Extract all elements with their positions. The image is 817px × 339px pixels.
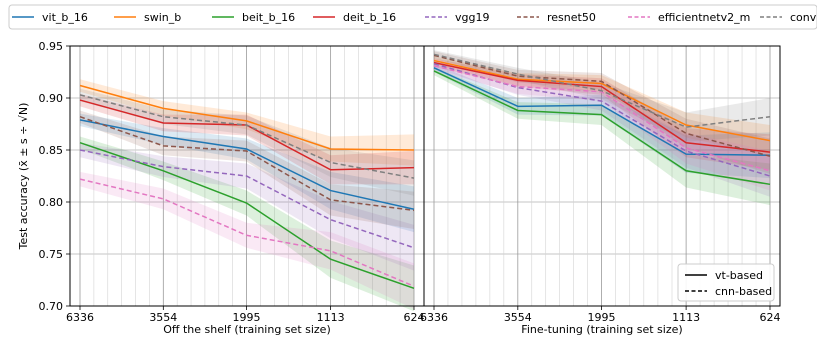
style-legend-label: cnn-based: [715, 285, 772, 298]
series-line-swin-b: [79, 84, 415, 151]
y-tick-label: 0.70: [39, 300, 64, 313]
x-tick-label: 3554: [504, 311, 532, 324]
x-tick-label: 6336: [66, 311, 94, 324]
band-swin-b: [80, 79, 414, 166]
legend-item-vgg19: vgg19: [425, 11, 489, 24]
style-legend-item-cnn-based: cnn-based: [685, 285, 772, 298]
series-line-vit-b-16: [79, 119, 415, 211]
legend-label: vgg19: [455, 11, 489, 24]
style-legend-label: vt-based: [715, 269, 763, 282]
legend-item-efficientnetv2-m: efficientnetv2_m: [628, 11, 750, 24]
series-lines: [433, 53, 771, 186]
x-tick-label: 6336: [420, 311, 448, 324]
series-line-deit-b-16: [433, 61, 771, 153]
legend-item-vit-b-16: vit_b_16: [12, 11, 88, 24]
legend-item-deit-b-16: deit_b_16: [313, 11, 396, 24]
legend-item-swin-b: swin_b: [114, 11, 181, 24]
x-tick-label: 624: [760, 311, 781, 324]
series-line-efficientnetv2-m: [79, 178, 415, 287]
x-tick-label: 1995: [233, 311, 261, 324]
band-swin-b: [434, 56, 770, 157]
x-tick-label: 1113: [317, 311, 345, 324]
band-beit-b-16: [80, 136, 414, 312]
band-efficientnetv2-m: [80, 171, 414, 310]
band-vgg19: [80, 142, 414, 271]
legend-label: deit_b_16: [343, 11, 396, 24]
plot-frame: [423, 45, 781, 307]
y-tick-label: 0.90: [39, 92, 64, 105]
band-vit-b-16: [434, 63, 770, 179]
legend-label: vit_b_16: [42, 11, 88, 24]
x-axis: 6336 3554 1995 1113 624: [420, 306, 781, 324]
series-line-efficientnetv2-m: [433, 65, 771, 172]
series-line-resnet50: [433, 54, 771, 157]
style-legend-item-vt-based: vt-based: [685, 269, 763, 282]
legend-item-beit-b-16: beit_b_16: [212, 11, 295, 24]
series-line-convnext-b: [433, 53, 771, 128]
x-tick-label: 624: [404, 311, 425, 324]
y-tick-label: 0.95: [39, 40, 64, 53]
legend-label: resnet50: [547, 11, 596, 24]
style-legend: vt-based cnn-based: [677, 263, 775, 302]
band-vgg19: [434, 59, 770, 197]
legend-item-convnext-b: convnext_b: [760, 11, 817, 24]
series-line-convnext-b: [79, 94, 415, 179]
x-axis-label: Off the shelf (training set size): [163, 323, 331, 336]
legend-label: efficientnetv2_m: [658, 11, 750, 24]
x-axis-label: Fine-tuning (training set size): [521, 323, 682, 336]
x-tick-label: 1113: [672, 311, 700, 324]
grid: [424, 45, 780, 307]
legend-label: beit_b_16: [242, 11, 295, 24]
panel-fine-tuning: 6336 3554 1995 1113 624 Fine-tuning (training…: [420, 45, 781, 336]
legend-label: convnext_b: [790, 11, 817, 24]
panel-off-the-shelf: 6336 3554 1995 1113 624 Off the shelf (traini…: [66, 45, 425, 336]
band-vit-b-16: [80, 113, 414, 233]
legend-item-resnet50: resnet50: [517, 11, 596, 24]
series-line-vit-b-16: [433, 67, 771, 156]
band-deit-b-16: [80, 93, 414, 185]
band-efficientnetv2-m: [434, 61, 770, 191]
series-line-beit-b-16: [433, 70, 771, 186]
series-lines: [79, 84, 415, 290]
series-line-resnet50: [79, 116, 415, 212]
y-tick-label: 0.75: [39, 248, 64, 261]
series-line-swin-b: [433, 59, 771, 142]
y-tick-label: 0.85: [39, 144, 64, 157]
series-legend-frame: [8, 4, 817, 30]
x-tick-label: 3554: [149, 311, 177, 324]
series-line-vgg19: [79, 149, 415, 249]
x-tick-label: 1995: [588, 311, 616, 324]
y-tick-label: 0.80: [39, 196, 64, 209]
series-legend: vit_b_16 swin_b beit_b_16 deit_b_16 vgg19 res…: [8, 4, 817, 30]
legend-label: swin_b: [144, 11, 181, 24]
band-convnext-b: [434, 50, 770, 142]
y-axis: 0.70 0.75 0.80 0.85 0.90 0.95: [39, 40, 70, 313]
y-axis-label: Test accuracy (x̄ ± s ÷ √N): [17, 103, 30, 251]
x-axis: 6336 3554 1995 1113 624: [66, 306, 425, 324]
